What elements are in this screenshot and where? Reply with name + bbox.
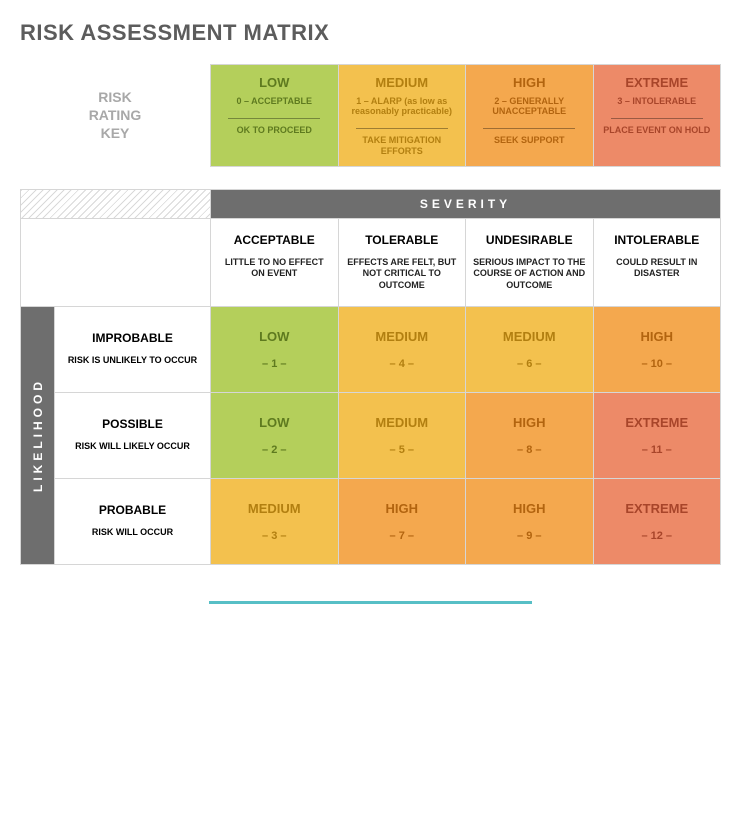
severity-desc: EFFECTS ARE FELT, BUT NOT CRITICAL TO OU… <box>345 257 460 292</box>
likelihood-improbable: IMPROBABLE RISK IS UNLIKELY TO OCCUR <box>55 307 211 393</box>
cell-level: LOW <box>259 415 289 430</box>
key-cell-extreme: EXTREME 3 – INTOLERABLE PLACE EVENT ON HOL… <box>594 64 722 167</box>
risk-matrix: SEVERITY ACCEPTABLE LITTLE TO NO EFFECT ON… <box>20 189 721 565</box>
cell-3: MEDIUM – 3 – <box>211 479 339 565</box>
severity-desc: LITTLE TO NO EFFECT ON EVENT <box>217 257 332 280</box>
cell-number: – 2 – <box>262 444 286 456</box>
key-label: RISK RATING KEY <box>20 64 210 167</box>
cell-number: – 4 – <box>390 358 414 370</box>
severity-acceptable: ACCEPTABLE LITTLE TO NO EFFECT ON EVENT <box>211 219 339 307</box>
severity-title: INTOLERABLE <box>614 233 699 247</box>
severity-title: ACCEPTABLE <box>234 233 315 247</box>
cell-level: MEDIUM <box>503 329 556 344</box>
cell-number: – 3 – <box>262 530 286 542</box>
cell-11: EXTREME – 11 – <box>594 393 722 479</box>
likelihood-bar: LIKELIHOOD <box>21 307 55 565</box>
key-level: MEDIUM <box>375 75 428 90</box>
key-code: 2 – GENERALLY UNACCEPTABLE <box>472 96 587 116</box>
key-code: 3 – INTOLERABLE <box>617 96 696 106</box>
severity-desc: COULD RESULT IN DISASTER <box>600 257 715 280</box>
cell-7: HIGH – 7 – <box>339 479 467 565</box>
severity-bar: SEVERITY <box>211 190 721 219</box>
key-cell-high: HIGH 2 – GENERALLY UNACCEPTABLE SEEK SUPPO… <box>466 64 594 167</box>
cell-level: HIGH <box>386 501 419 516</box>
cell-number: – 10 – <box>641 358 672 370</box>
cell-level: LOW <box>259 329 289 344</box>
key-cell-medium: MEDIUM 1 – ALARP (as low as reasonably pr… <box>339 64 467 167</box>
page-title: RISK ASSESSMENT MATRIX <box>20 20 721 46</box>
cell-1: LOW – 1 – <box>211 307 339 393</box>
cell-level: EXTREME <box>625 501 688 516</box>
cell-level: HIGH <box>513 501 546 516</box>
key-action: TAKE MITIGATION EFFORTS <box>345 135 460 158</box>
footer-divider <box>209 601 531 604</box>
cell-number: – 5 – <box>390 444 414 456</box>
cell-level: MEDIUM <box>248 501 301 516</box>
severity-desc: SERIOUS IMPACT TO THE COURSE OF ACTION A… <box>472 257 587 292</box>
cell-number: – 9 – <box>517 530 541 542</box>
cell-level: MEDIUM <box>375 329 428 344</box>
likelihood-possible: POSSIBLE RISK WILL LIKELY OCCUR <box>55 393 211 479</box>
cell-2: LOW – 2 – <box>211 393 339 479</box>
likelihood-title: IMPROBABLE <box>92 331 173 345</box>
likelihood-probable: PROBABLE RISK WILL OCCUR <box>55 479 211 565</box>
cell-number: – 6 – <box>517 358 541 370</box>
likelihood-title: POSSIBLE <box>102 417 163 431</box>
cell-number: – 1 – <box>262 358 286 370</box>
cell-number: – 7 – <box>390 530 414 542</box>
cell-level: HIGH <box>641 329 674 344</box>
cell-number: – 8 – <box>517 444 541 456</box>
cell-10: HIGH – 10 – <box>594 307 722 393</box>
cell-level: MEDIUM <box>375 415 428 430</box>
cell-number: – 11 – <box>642 444 672 456</box>
likelihood-desc: RISK WILL OCCUR <box>92 527 173 539</box>
likelihood-desc: RISK IS UNLIKELY TO OCCUR <box>68 355 197 367</box>
severity-tolerable: TOLERABLE EFFECTS ARE FELT, BUT NOT CRITI… <box>339 219 467 307</box>
cell-9: HIGH – 9 – <box>466 479 594 565</box>
key-code: 1 – ALARP (as low as reasonably practica… <box>345 96 460 116</box>
cell-5: MEDIUM – 5 – <box>339 393 467 479</box>
key-cell-low: LOW 0 – ACCEPTABLE OK TO PROCEED <box>210 64 339 167</box>
key-code: 0 – ACCEPTABLE <box>236 96 312 106</box>
key-action: SEEK SUPPORT <box>494 135 565 146</box>
severity-undesirable: UNDESIRABLE SERIOUS IMPACT TO THE COURSE … <box>466 219 594 307</box>
likelihood-title: PROBABLE <box>99 503 166 517</box>
severity-title: TOLERABLE <box>365 233 438 247</box>
severity-intolerable: INTOLERABLE COULD RESULT IN DISASTER <box>594 219 722 307</box>
cell-8: HIGH – 8 – <box>466 393 594 479</box>
cell-level: EXTREME <box>625 415 688 430</box>
key-level: LOW <box>259 75 289 90</box>
cell-12: EXTREME – 12 – <box>594 479 722 565</box>
key-level: EXTREME <box>625 75 688 90</box>
cell-number: – 12 – <box>641 530 672 542</box>
key-action: OK TO PROCEED <box>237 125 312 136</box>
likelihood-desc: RISK WILL LIKELY OCCUR <box>75 441 190 453</box>
cell-level: HIGH <box>513 415 546 430</box>
severity-title: UNDESIRABLE <box>486 233 573 247</box>
key-action: PLACE EVENT ON HOLD <box>603 125 710 136</box>
risk-rating-key: RISK RATING KEY LOW 0 – ACCEPTABLE OK TO P… <box>20 64 721 167</box>
cell-6: MEDIUM – 6 – <box>466 307 594 393</box>
blank-header <box>21 219 211 307</box>
key-level: HIGH <box>513 75 546 90</box>
cell-4: MEDIUM – 4 – <box>339 307 467 393</box>
hatch-corner <box>21 190 211 219</box>
